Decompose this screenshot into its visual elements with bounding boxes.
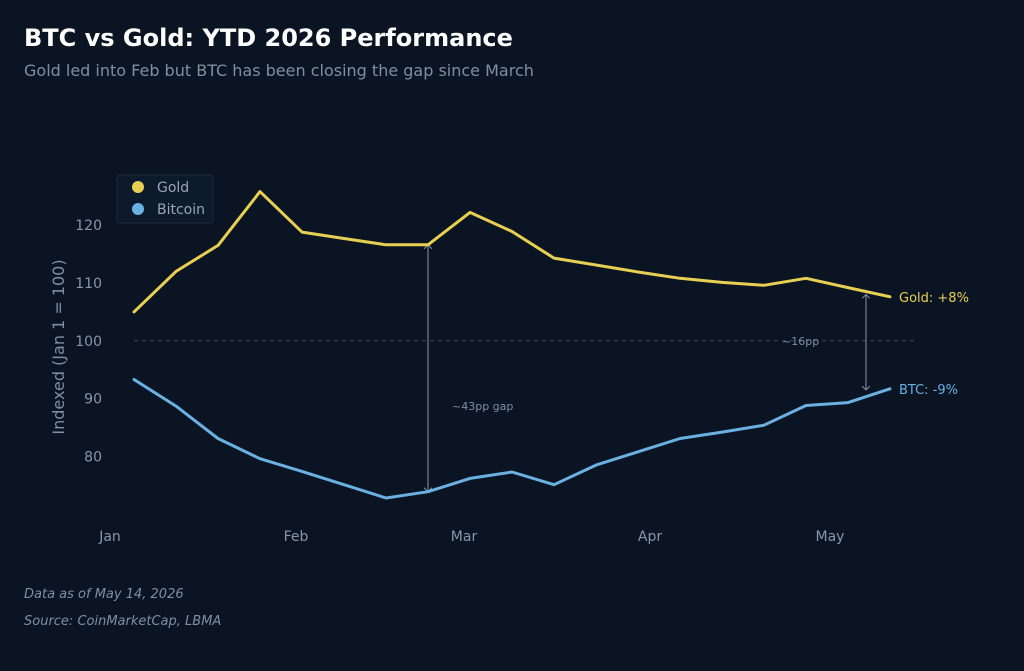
chart-title: BTC vs Gold: YTD 2026 Performance bbox=[24, 24, 513, 52]
y-axis-label: Indexed (Jan 1 = 100) bbox=[49, 259, 68, 434]
y-tick-label: 90 bbox=[84, 392, 102, 408]
series-line-gold bbox=[132, 190, 892, 314]
legend: Gold Bitcoin bbox=[116, 174, 214, 224]
x-tick-label: May bbox=[816, 529, 845, 545]
gap-annotation: ~16pp bbox=[782, 335, 819, 348]
chart-subtitle: Gold led into Feb but BTC has been closi… bbox=[24, 61, 534, 80]
series-lines bbox=[132, 190, 892, 500]
y-tick-label: 100 bbox=[75, 334, 102, 350]
y-tick-label: 120 bbox=[75, 218, 102, 234]
legend-bitcoin-marker bbox=[132, 203, 144, 215]
source-note: Source: CoinMarketCap, LBMA bbox=[24, 614, 222, 629]
y-axis-ticks: 80 90 100 110 120 bbox=[75, 218, 102, 465]
end-label-bitcoin: BTC: -9% bbox=[899, 383, 958, 398]
end-label-gold: Gold: +8% bbox=[899, 291, 969, 306]
legend-gold-marker bbox=[132, 181, 144, 193]
x-tick-label: Apr bbox=[638, 529, 662, 545]
y-tick-label: 110 bbox=[75, 276, 102, 292]
y-tick-label: 80 bbox=[84, 449, 102, 465]
data-as-of-note: Data as of May 14, 2026 bbox=[24, 587, 184, 602]
x-tick-label: Jan bbox=[98, 529, 121, 545]
gap-annotation: ~43pp gap bbox=[452, 400, 513, 413]
series-line-bitcoin bbox=[132, 378, 892, 500]
annotations: ~43pp gap ~16pp bbox=[428, 245, 866, 492]
end-labels: Gold: +8% BTC: -9% bbox=[899, 291, 969, 398]
x-tick-label: Feb bbox=[284, 529, 309, 545]
x-tick-label: Mar bbox=[451, 529, 478, 545]
x-axis-ticks: Jan Feb Mar Apr May bbox=[98, 529, 844, 545]
legend-bitcoin-label: Bitcoin bbox=[157, 202, 205, 218]
legend-gold-label: Gold bbox=[157, 180, 189, 196]
